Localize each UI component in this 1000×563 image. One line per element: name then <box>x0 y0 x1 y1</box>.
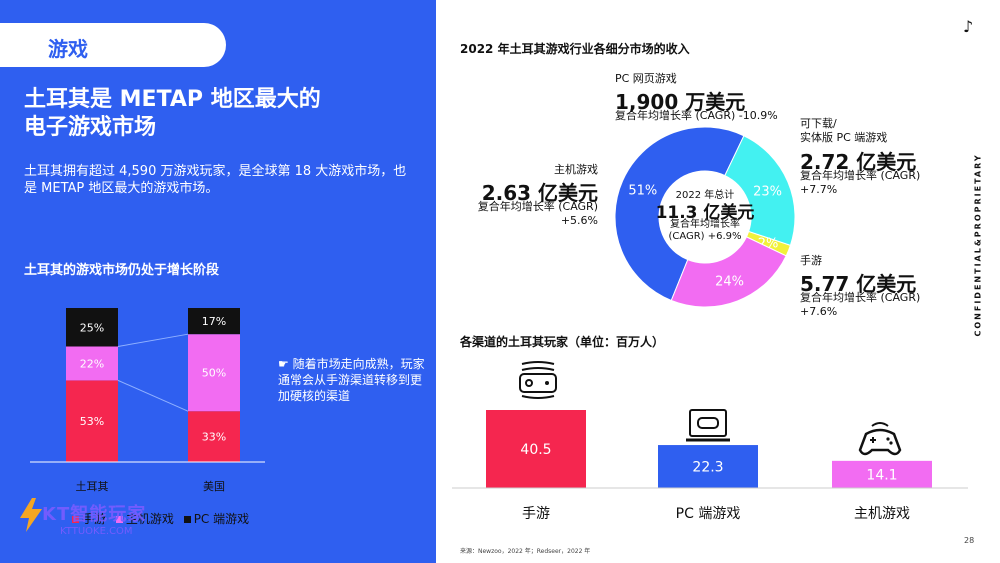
pc-web-value: 1,900 万美元 <box>615 90 746 114</box>
section-tag-pill <box>0 23 226 67</box>
console-game-icon <box>858 422 902 456</box>
legend-item-pc: PC 端游戏 <box>183 512 249 526</box>
stacked-bar-label: 25% <box>80 321 104 334</box>
stacked-bar-label: 50% <box>202 367 226 380</box>
console-value: 2.63 亿美元 <box>481 181 598 205</box>
pc-game-icon <box>686 409 730 442</box>
stacked-bar-segment <box>66 308 118 347</box>
donut-center-cagr: 复合年均增长率 (CAGR) +6.9% <box>668 219 742 242</box>
stacked-x-tick-label: 土耳其 <box>76 480 109 493</box>
section-tag: 游戏 <box>48 37 88 61</box>
legend-swatch-console <box>115 516 123 523</box>
legend-item-console: 主机游戏 <box>115 512 174 526</box>
stacked-connector-line <box>117 333 189 347</box>
stacked-bar-label: 53% <box>80 415 104 428</box>
legend-swatch-mobile <box>72 516 79 523</box>
donut-center-value: 11.3 亿美元 <box>655 203 755 223</box>
channel-chart-title: 各渠道的土耳其玩家（单位：百万人） <box>460 335 665 349</box>
source-note: 来源：Newzoo，2022 年；Redseer，2022 年 <box>460 548 591 555</box>
stage-chart-title: 土耳其的游戏市场仍处于增长阶段 <box>24 263 220 278</box>
mobile-game-icon <box>519 361 557 399</box>
stacked-bar-label: 33% <box>202 431 226 444</box>
donut-slice <box>614 126 745 302</box>
mobile-label: 手游 <box>800 254 822 267</box>
console-cagr: 复合年均增长率 (CAGR) +5.6% <box>477 200 598 227</box>
stacked-bar-chart: 53% 22% 25% 土耳其 33% 50% 17% 美国 <box>30 308 265 493</box>
channel-bar-chart: 40.5 手游 22.3 PC 端游戏 14.1 主机游戏 <box>452 410 968 522</box>
watermark-bolt-icon <box>20 498 42 532</box>
donut-slice-label: 24% <box>715 274 744 289</box>
stacked-bar-segment <box>188 411 240 462</box>
donut-slice-label: 23% <box>753 184 782 199</box>
pc-dl-cagr: 复合年均增长率 (CAGR) +7.7% <box>800 169 921 196</box>
channel-bar <box>832 460 932 488</box>
donut-slice-label: 51% <box>628 184 657 199</box>
pc-dl-label: 可下载/ 实体版 PC 端游戏 <box>800 117 888 144</box>
donut-center-caption: 2022 年总计 <box>675 190 735 201</box>
headline: 土耳其是 METAP 地区最大的 电子游戏市场 <box>24 86 424 142</box>
channel-bar-label: 14.1 <box>866 467 897 483</box>
pointer-icon: ☛ <box>278 357 293 371</box>
donut-slice <box>670 236 787 308</box>
pc-web-label: PC 网页游戏 <box>615 72 677 85</box>
console-label: 主机游戏 <box>554 163 598 176</box>
headline-line-2: 电子游戏市场 <box>24 115 157 140</box>
stacked-bar-segment <box>66 346 118 381</box>
description: 土耳其拥有超过 4,590 万游戏玩家，是全球第 18 大游戏市场，也是 MET… <box>24 164 407 196</box>
stacked-bar-segment <box>188 334 240 412</box>
stacked-bar-label: 22% <box>80 357 104 370</box>
channel-bar <box>658 445 758 488</box>
page-number: 28 <box>964 536 975 545</box>
pc-dl-value: 2.72 亿美元 <box>800 150 917 174</box>
legend-swatch-pc <box>183 516 191 523</box>
watermark-sub: KTTUOKE.COM <box>60 526 133 537</box>
left-panel <box>0 0 436 563</box>
confidential-label: CONFIDENTIAL&PROPRIETARY <box>973 153 983 337</box>
channel-bar-label: 40.5 <box>520 442 551 458</box>
stacked-connector-line <box>117 379 189 412</box>
stacked-bar-label: 17% <box>202 315 226 328</box>
channel-x-tick-label: 手游 <box>522 506 550 522</box>
stacked-bar-segment <box>66 380 118 462</box>
stacked-x-tick-label: 美国 <box>203 480 225 493</box>
headline-line-1: 土耳其是 METAP 地区最大的 <box>24 87 321 112</box>
stacked-legend: 手游 主机游戏 PC 端游戏 <box>72 510 249 527</box>
legend-item-mobile: 手游 <box>72 512 106 526</box>
channel-x-tick-label: 主机游戏 <box>854 506 910 522</box>
pc-web-cagr: 复合年均增长率 (CAGR) -10.9% <box>615 109 778 122</box>
mobile-cagr: 复合年均增长率 (CAGR) +7.6% <box>800 291 921 318</box>
arrow-note: ☛ 随着市场走向成熟，玩家通常会从手游渠道转移到更加硬核的渠道 <box>278 356 428 404</box>
donut-slice <box>724 135 796 247</box>
channel-x-tick-label: PC 端游戏 <box>676 506 741 522</box>
note-text: 随着市场走向成熟，玩家通常会从手游渠道转移到更加硬核的渠道 <box>278 357 425 403</box>
channel-bar <box>486 410 586 488</box>
revenue-chart-title: 2022 年土耳其游戏行业各细分市场的收入 <box>460 42 690 56</box>
channel-bar-label: 22.3 <box>692 460 723 476</box>
donut-chart: 51% 23%2%24% <box>614 126 796 308</box>
tiktok-logo-icon: ♪ <box>963 17 974 36</box>
watermark-text: KT智能玩家 <box>42 504 147 525</box>
mobile-value: 5.77 亿美元 <box>800 272 917 296</box>
stacked-bar-segment <box>188 308 240 335</box>
